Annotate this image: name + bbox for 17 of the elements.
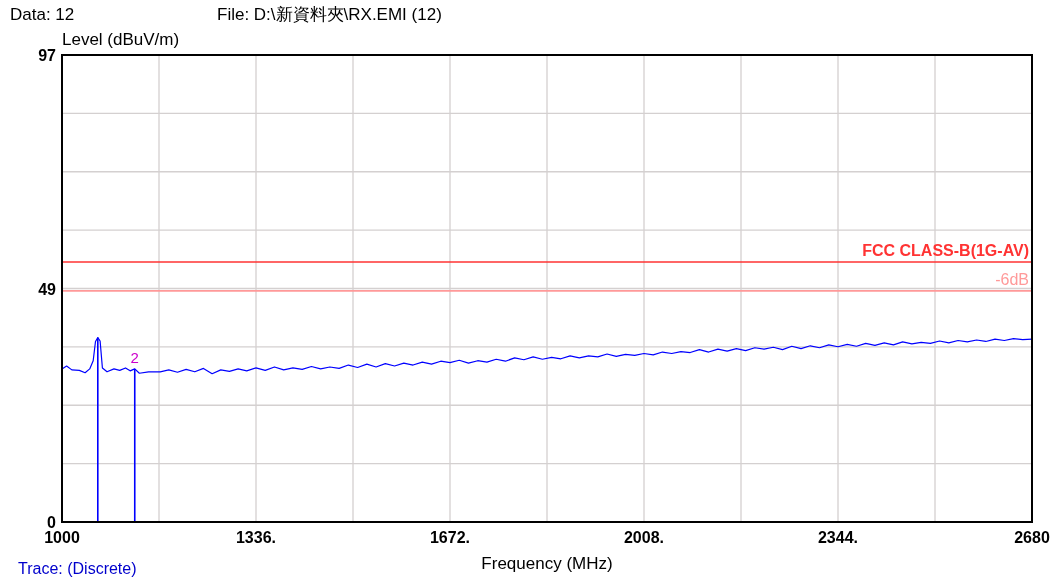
x-tick-label: 1336. bbox=[235, 529, 277, 546]
x-tick-label: 1672. bbox=[429, 529, 471, 546]
text: Data: 12 bbox=[10, 5, 75, 24]
y-tick-label: 97 bbox=[38, 47, 57, 64]
x-tick-label: 2680 bbox=[1014, 529, 1050, 546]
ref-line-label: -6dB bbox=[995, 270, 1029, 288]
text: Trace: (Discrete) bbox=[18, 560, 137, 577]
y-tick-label: 0 bbox=[47, 514, 57, 531]
x-tick-label: 2344. bbox=[817, 529, 859, 546]
x-tick-label: 1000 bbox=[44, 529, 80, 546]
ref-line-label: FCC CLASS-B(1G-AV) bbox=[862, 242, 1029, 260]
y-tick-label: 49 bbox=[38, 280, 57, 298]
annotation: 2 bbox=[130, 348, 139, 366]
y-axis-title: Level (dBuV/m) bbox=[62, 30, 180, 49]
x-tick-label: 2008. bbox=[623, 529, 665, 546]
text: File: D:\新資料夾\RX.EMI (12) bbox=[217, 5, 442, 24]
x-axis-title: Frequency (MHz) bbox=[481, 554, 613, 573]
